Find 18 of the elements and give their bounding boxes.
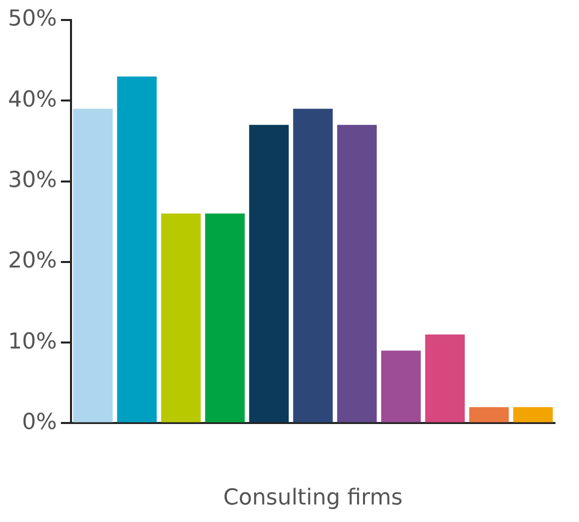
bar <box>293 108 333 422</box>
y-tick-label: 40% <box>8 87 57 112</box>
y-tick-label: 20% <box>8 248 57 274</box>
bar <box>205 214 245 422</box>
bar <box>381 350 421 422</box>
bar <box>337 124 377 422</box>
x-axis-title: Consulting firms <box>223 486 403 511</box>
bar <box>73 108 113 422</box>
bar <box>117 76 157 422</box>
y-tick-label: 30% <box>8 168 57 193</box>
y-tick-label: 10% <box>8 329 57 354</box>
y-tick-label: 50% <box>8 6 57 32</box>
y-tick-label: 0% <box>22 410 57 435</box>
bar <box>249 124 289 422</box>
bar <box>513 407 553 422</box>
bar <box>425 334 465 422</box>
bar <box>469 407 509 422</box>
bar <box>161 214 201 422</box>
